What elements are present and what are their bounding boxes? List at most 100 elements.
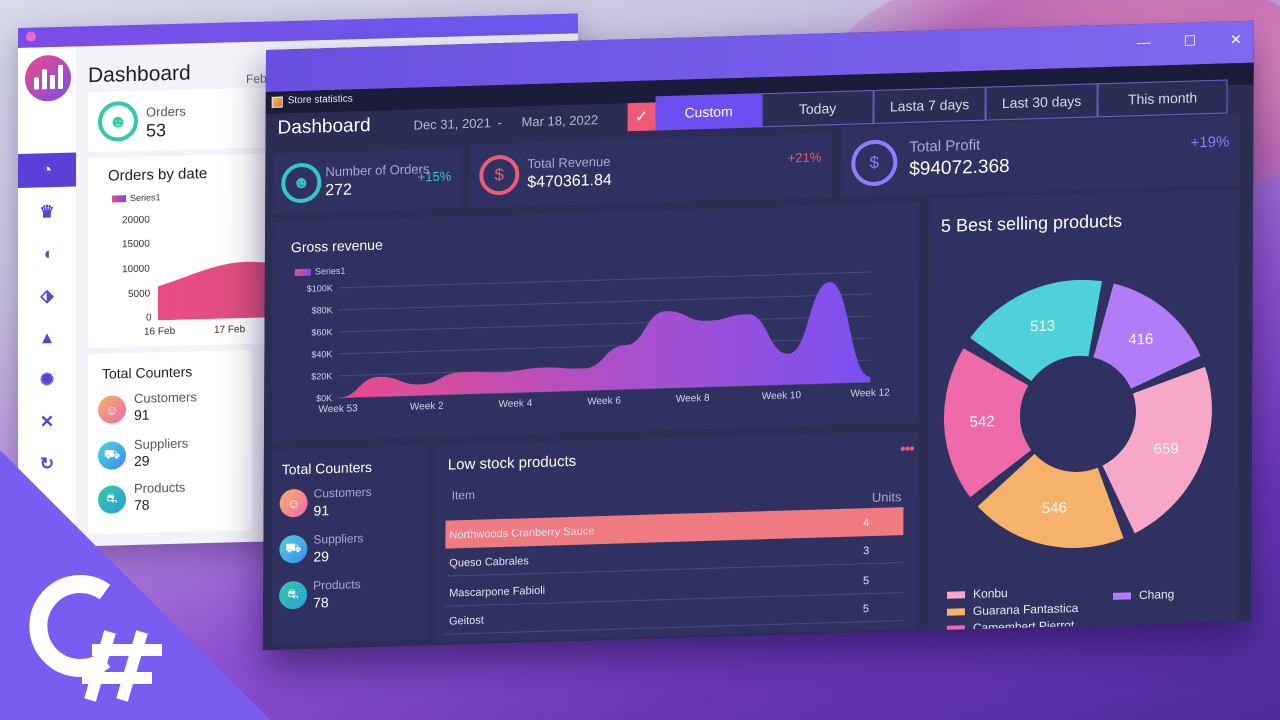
x-tick-label: Week 4 xyxy=(499,398,533,410)
tab-last-7-days[interactable]: Lasta 7 days xyxy=(873,86,986,124)
dashboard-logo-icon xyxy=(25,54,71,102)
page-title: Dashboard xyxy=(277,114,371,139)
grid-line xyxy=(338,337,871,355)
pie-slice[interactable] xyxy=(1102,366,1212,535)
chart-title: Orders by date xyxy=(108,165,208,185)
x-tick-label: Week 6 xyxy=(587,395,621,407)
row-units: 3 xyxy=(863,545,870,558)
background-sidebar: ◔ ♛ ◖ ⬗ ▲ ✺ ✕ ↻ xyxy=(18,46,76,549)
cart-icon: ⛐ xyxy=(279,580,308,610)
slice-value-label: 513 xyxy=(1030,318,1055,336)
pie-chart-icon[interactable]: ◔ xyxy=(18,152,76,188)
slice-value-label: 542 xyxy=(969,413,994,431)
legend-swatch xyxy=(1112,591,1132,600)
profit-stat-card: $ Total Profit $94072.368 +19% xyxy=(841,115,1240,197)
start-date-picker[interactable]: Dec 31, 2021 xyxy=(413,115,491,133)
orders-area-chart xyxy=(158,261,278,321)
legend-item-raclette: Raclette Courdavault xyxy=(946,635,1085,650)
tab-today[interactable]: Today xyxy=(761,89,874,128)
app-icon xyxy=(271,96,283,108)
tab-last-30-days[interactable]: Last 30 days xyxy=(985,83,1098,121)
dashboard-content: Dashboard Dec 31, 2021 - Mar 18, 2022 ✓ … xyxy=(262,79,1254,651)
customer-icon: ☺ xyxy=(279,488,308,518)
more-menu-icon[interactable]: ••• xyxy=(899,440,914,459)
end-date-picker[interactable]: Mar 18, 2022 xyxy=(521,112,599,130)
grid-line xyxy=(338,271,871,289)
legend-item-konbu: Konbu xyxy=(947,586,1008,602)
y-tick-label: $80K xyxy=(312,305,333,316)
best-selling-pie-chart: 416 659 546 542 513 xyxy=(943,279,1212,551)
counter-label: Customers xyxy=(134,389,197,406)
best-selling-card: 5 Best selling products 416 659 546 542 513 … xyxy=(926,189,1240,651)
y-tick: 15000 xyxy=(122,238,150,251)
revenue-value: $470361.84 xyxy=(527,171,612,192)
orders-card: ☻ Orders 53 xyxy=(88,87,278,153)
y-tick-label: $40K xyxy=(311,349,332,360)
counter-label: Products xyxy=(313,577,361,593)
x-tick-label: Week 53 xyxy=(318,403,358,415)
legend-swatch xyxy=(946,641,965,650)
row-item: Mascarpone Fabioli xyxy=(449,584,546,600)
profit-chart-icon: $ xyxy=(851,139,898,187)
date-separator: - xyxy=(497,114,502,131)
pacman-icon[interactable]: ◖ xyxy=(41,244,53,264)
chart-legend: Series1 xyxy=(112,192,161,203)
orders-value: 53 xyxy=(146,120,167,141)
column-header-item[interactable]: Item xyxy=(451,487,476,503)
gross-revenue-card: Gross revenue Series1 $100K $80K $60K $40K $… xyxy=(271,202,920,442)
counter-label: Suppliers xyxy=(313,531,364,547)
row-units: 4 xyxy=(863,517,870,530)
legend-item-camembert: Camembert Pierrot xyxy=(946,618,1074,636)
close-button[interactable]: ✕ xyxy=(1229,31,1242,48)
maximize-button[interactable]: ☐ xyxy=(1183,32,1197,49)
customer-icon: ☺ xyxy=(98,395,126,424)
custom-checkbox[interactable]: ✓ xyxy=(627,102,656,132)
row-units: 5 xyxy=(862,603,870,616)
legend-swatch xyxy=(947,590,966,599)
counter-value: 91 xyxy=(313,502,330,519)
revenue-stat-card: $ Total Revenue $470361.84 +21% xyxy=(469,133,832,208)
grid-line xyxy=(338,293,871,311)
tab-this-month[interactable]: This month xyxy=(1097,79,1228,118)
counter-label: Products xyxy=(134,479,186,496)
counter-value: 91 xyxy=(134,406,150,423)
tab-custom[interactable]: Custom xyxy=(655,93,762,131)
pie-slice[interactable] xyxy=(1093,281,1201,390)
y-tick-label: $0K xyxy=(316,393,332,403)
crown-icon[interactable]: ♛ xyxy=(39,202,55,222)
orders-stat-card: ☻ Number of Orders 272 +15% xyxy=(273,148,462,214)
legend-item-chang: Chang xyxy=(1112,587,1174,603)
dollar-growth-icon: $ xyxy=(479,154,520,196)
counter-label: Suppliers xyxy=(134,435,189,452)
users-icon: ☻ xyxy=(281,162,322,204)
total-counters-card: Total Counters ☺ Customers 91 ⛟ Supplier… xyxy=(270,445,428,644)
slice-value-label: 659 xyxy=(1154,440,1179,458)
minimize-button[interactable]: — xyxy=(1136,33,1151,51)
slice-value-label: 546 xyxy=(1042,499,1067,517)
pie-slice[interactable] xyxy=(943,346,1032,498)
revenue-area xyxy=(338,282,871,398)
y-tick-label: $100K xyxy=(307,283,333,294)
column-header-units[interactable]: Units xyxy=(871,489,902,506)
x-tick: 16 Feb xyxy=(144,325,176,338)
refresh-icon[interactable]: ↻ xyxy=(39,454,55,474)
page-title: Dashboard xyxy=(88,61,191,88)
orders-label: Number of Orders xyxy=(325,161,430,180)
mountain-icon[interactable]: ▲ xyxy=(38,328,56,348)
row-item: Northwoods Cranberry Sauce xyxy=(449,525,595,542)
orders-change: +15% xyxy=(417,168,452,185)
y-tick-label: $20K xyxy=(311,371,332,382)
truck-icon: ⛟ xyxy=(98,441,126,470)
orders-by-date-card: Orders by date Series1 20000 15000 10000… xyxy=(88,153,278,349)
tools-icon[interactable]: ✕ xyxy=(39,412,55,432)
tag-icon[interactable]: ⬗ xyxy=(40,286,54,306)
pie-slice[interactable] xyxy=(970,279,1102,383)
legend-swatch xyxy=(946,607,965,616)
y-tick: 10000 xyxy=(122,263,150,276)
x-tick: 17 Feb xyxy=(214,324,246,336)
orders-value: 272 xyxy=(325,181,353,200)
rebel-icon[interactable]: ✺ xyxy=(39,370,55,390)
counter-value: 78 xyxy=(313,594,329,611)
pie-slice[interactable] xyxy=(977,451,1124,551)
